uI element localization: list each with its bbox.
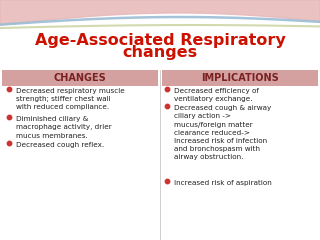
Text: IMPLICATIONS: IMPLICATIONS (201, 73, 279, 83)
Text: CHANGES: CHANGES (54, 73, 106, 83)
Text: Decreased efficiency of
ventilatory exchange.: Decreased efficiency of ventilatory exch… (174, 88, 259, 102)
Text: Decreased cough reflex.: Decreased cough reflex. (16, 142, 104, 148)
FancyBboxPatch shape (162, 70, 318, 86)
Text: Age-Associated Respiratory: Age-Associated Respiratory (35, 32, 285, 48)
Text: Increased risk of aspiration: Increased risk of aspiration (174, 180, 272, 186)
Text: Decreased cough & airway
ciliary action ->
mucus/foreign matter
clearance reduce: Decreased cough & airway ciliary action … (174, 105, 271, 161)
FancyBboxPatch shape (2, 70, 158, 86)
Text: Diminished ciliary &
macrophage activity, drier
mucus membranes.: Diminished ciliary & macrophage activity… (16, 116, 112, 138)
Text: changes: changes (123, 46, 197, 60)
Text: Decreased respiratory muscle
strength; stiffer chest wall
with reduced complianc: Decreased respiratory muscle strength; s… (16, 88, 125, 110)
